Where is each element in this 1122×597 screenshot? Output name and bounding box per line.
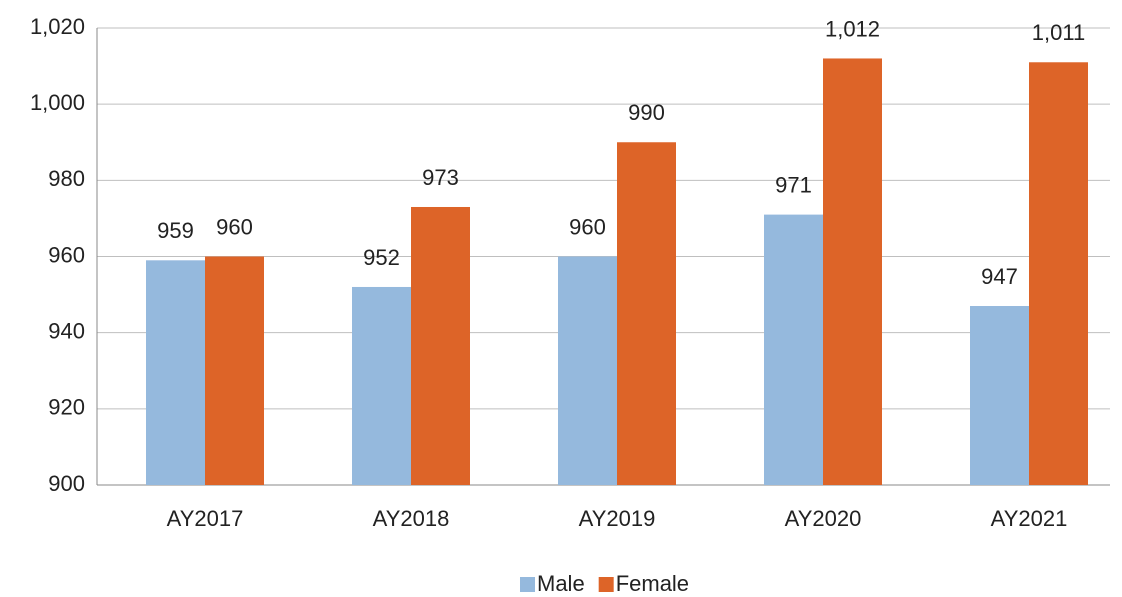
legend-label: Male — [537, 571, 585, 596]
bar — [205, 256, 264, 485]
bar — [823, 58, 882, 485]
data-label: 959 — [157, 218, 194, 243]
y-tick-label: 900 — [48, 471, 85, 496]
data-label: 947 — [981, 264, 1018, 289]
y-tick-label: 940 — [48, 318, 85, 343]
x-tick-label: AY2020 — [785, 506, 862, 531]
bar — [146, 260, 205, 485]
data-label: 960 — [216, 214, 253, 239]
data-label: 971 — [775, 172, 812, 197]
data-label: 990 — [628, 100, 665, 125]
bar — [1029, 62, 1088, 486]
data-label: 952 — [363, 245, 400, 270]
data-label: 1,011 — [1032, 20, 1085, 45]
data-label: 973 — [422, 165, 459, 190]
y-tick-label: 960 — [48, 242, 85, 267]
legend-label: Female — [616, 571, 689, 596]
y-tick-label: 1,000 — [30, 90, 85, 115]
legend-swatch — [598, 577, 614, 592]
y-tick-label: 920 — [48, 395, 85, 420]
legend-swatch — [520, 577, 535, 592]
bar — [617, 142, 676, 485]
bar — [970, 306, 1029, 485]
bar — [558, 256, 617, 485]
bar — [764, 214, 823, 485]
x-tick-label: AY2021 — [991, 506, 1068, 531]
data-label: 960 — [569, 214, 606, 239]
bar — [352, 286, 411, 485]
x-tick-label: AY2019 — [579, 506, 656, 531]
y-tick-label: 1,020 — [30, 14, 85, 39]
y-tick-label: 980 — [48, 166, 85, 191]
x-tick-label: AY2018 — [373, 506, 450, 531]
bar — [411, 206, 470, 485]
x-tick-label: AY2017 — [167, 506, 244, 531]
data-label: 1,012 — [825, 16, 880, 41]
